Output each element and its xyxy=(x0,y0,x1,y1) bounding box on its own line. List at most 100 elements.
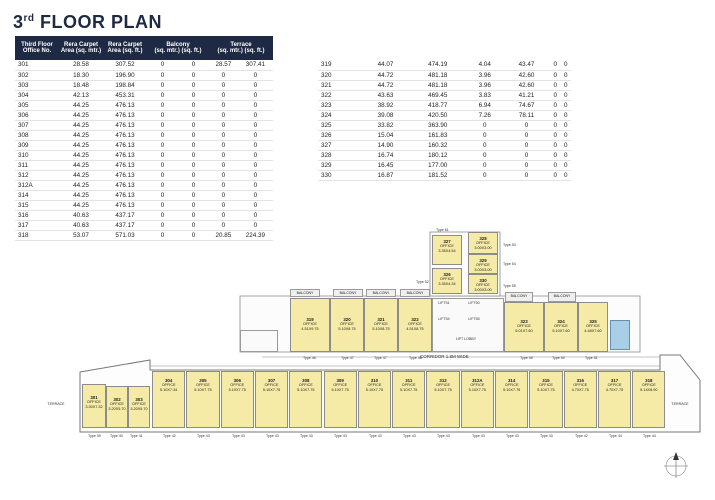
office-309[interactable]: 309 OFFICE 5.10X7.75 xyxy=(323,371,357,428)
type-label: Type 41 xyxy=(130,434,143,438)
area-value-cell: 44.72 xyxy=(362,70,409,81)
area-value-cell: 0 xyxy=(560,160,571,171)
area-value-cell: 0 xyxy=(147,160,178,171)
area-value-cell: 0 xyxy=(237,150,273,161)
office-302[interactable]: 302 OFFICE 3.20X5.70 xyxy=(106,386,128,428)
office-308[interactable]: 308 OFFICE 5.10X7.75 xyxy=(289,371,323,428)
area-value-cell: 44.25 xyxy=(59,190,103,201)
area-value-cell: 418.77 xyxy=(409,100,467,111)
area-value-cell: 180.12 xyxy=(409,150,467,161)
area-value-cell: 0 xyxy=(209,160,238,171)
office-317[interactable]: 317 OFFICE 4.70X7.75 xyxy=(597,371,632,428)
area-value-cell: 0 xyxy=(237,200,273,211)
office-303[interactable]: 303 OFFICE 3.20X5.70 xyxy=(128,386,150,428)
area-value-cell: 0 xyxy=(147,110,178,121)
type-label: Type 49 xyxy=(520,356,533,360)
office-number-cell: 325 xyxy=(318,120,362,131)
area-value-cell: 42.60 xyxy=(503,70,550,81)
table-row: 316 40.63 437.17 0 0 0 0 xyxy=(15,210,273,221)
area-value-cell: 0 xyxy=(560,130,571,141)
office-321[interactable]: 321 OFFICE 5.10X8.75 xyxy=(364,298,398,352)
office-311[interactable]: 311 OFFICE 5.10X7.75 xyxy=(392,371,426,428)
type-label: Type 53 xyxy=(503,243,516,247)
area-value-cell: 0 xyxy=(147,130,178,141)
office-323[interactable]: 323 OFFICE 5.01X7.60 xyxy=(504,302,544,352)
table-row: 326 15.04 161.83 0 0 0 0 xyxy=(318,130,571,141)
office-number-cell: 327 xyxy=(318,140,362,151)
office-325[interactable]: 325 OFFICE 4.48X7.60 xyxy=(578,302,608,352)
area-value-cell: 0 xyxy=(147,60,178,71)
area-value-cell: 420.50 xyxy=(409,110,467,121)
office-310[interactable]: 310 OFFICE 5.10X7.75 xyxy=(357,371,392,428)
office-319[interactable]: 319 OFFICE 4.51X9.75 xyxy=(290,298,330,352)
table-row: 327 14.90 160.32 0 0 0 0 xyxy=(318,140,571,151)
table-row: 321 44.72 481.18 3.96 42.60 0 0 xyxy=(318,80,571,91)
table-row: 322 43.63 469.45 3.83 41.21 0 0 xyxy=(318,90,571,101)
table-row: 302 18.30 196.90 0 0 0 0 xyxy=(15,70,273,81)
office-312A[interactable]: 312A OFFICE 5.10X7.75 xyxy=(460,371,494,428)
area-value-cell: 44.25 xyxy=(59,100,103,111)
office-327[interactable]: 327 OFFICE 3.35X4.54 xyxy=(432,235,462,265)
office-328[interactable]: 328 OFFICE 3.00X3.00 xyxy=(468,232,498,254)
area-value-cell: 0 xyxy=(209,180,238,191)
office-306[interactable]: 306 OFFICE 5.10X7.75 xyxy=(220,371,254,428)
office-329[interactable]: 329 OFFICE 3.00X3.00 xyxy=(468,254,498,274)
area-value-cell: 0 xyxy=(503,170,550,181)
service-area xyxy=(240,330,278,352)
office-314[interactable]: 314 OFFICE 5.10X7.75 xyxy=(495,371,529,428)
office-316[interactable]: 316 OFFICE 4.70X7.75 xyxy=(563,371,597,428)
table-row: 318 53.07 571.03 0 0 20.85 224.39 xyxy=(15,230,273,241)
area-value-cell: 0 xyxy=(560,100,571,111)
lift-label: LIFT54 xyxy=(438,317,450,321)
area-value-cell: 42.60 xyxy=(503,80,550,91)
office-315[interactable]: 315 OFFICE 5.10X7.75 xyxy=(529,371,563,428)
lift-label: LIFT55 xyxy=(468,317,480,321)
type-label: Type 54 xyxy=(503,262,516,266)
area-value-cell: 224.39 xyxy=(237,230,273,241)
office-312[interactable]: 312 OFFICE 5.10X7.75 xyxy=(426,371,460,428)
area-value-cell: 0 xyxy=(147,210,178,221)
area-value-cell: 0 xyxy=(209,90,238,101)
table-row: 303 18.48 198.84 0 0 0 0 xyxy=(15,80,273,91)
office-304[interactable]: 304 OFFICE 5.10X7.34 xyxy=(152,371,186,428)
area-value-cell: 0 xyxy=(237,120,273,131)
office-305[interactable]: 305 OFFICE 5.10X7.75 xyxy=(186,371,220,428)
table-row: 306 44.25 476.13 0 0 0 0 xyxy=(15,110,273,121)
area-value-cell: 0 xyxy=(178,210,209,221)
area-value-cell: 0 xyxy=(237,90,273,101)
type-label: Type 44 xyxy=(643,434,656,438)
area-value-cell: 0 xyxy=(237,80,273,91)
office-number-cell: 324 xyxy=(318,110,362,121)
office-number-cell: 314 xyxy=(15,190,59,201)
area-value-cell: 0 xyxy=(237,110,273,121)
area-value-cell: 0 xyxy=(147,70,178,81)
office-307[interactable]: 307 OFFICE 5.10X7.75 xyxy=(254,371,289,428)
office-324[interactable]: 324 OFFICE 5.10X7.60 xyxy=(544,302,578,352)
area-value-cell: 0 xyxy=(147,180,178,191)
area-value-cell: 0 xyxy=(550,130,561,141)
office-301[interactable]: 301 OFFICE 3.30X7.32 xyxy=(82,384,106,428)
office-number-cell: 318 xyxy=(15,230,59,241)
office-322[interactable]: 322 OFFICE 4.51X8.75 xyxy=(398,298,432,352)
office-number-cell: 301 xyxy=(15,60,59,71)
area-value-cell: 44.25 xyxy=(59,140,103,151)
table-row: 311 44.25 476.13 0 0 0 0 xyxy=(15,160,273,171)
area-value-cell: 481.18 xyxy=(409,80,467,91)
balcony-319: BALCONY xyxy=(290,289,320,297)
area-value-cell: 28.57 xyxy=(209,60,238,71)
area-value-cell: 476.13 xyxy=(103,180,147,191)
area-value-cell: 0 xyxy=(178,170,209,181)
area-value-cell: 0 xyxy=(147,90,178,101)
office-318[interactable]: 318 OFFICE 5.14X8.90 xyxy=(632,371,666,428)
type-label: Type 39 xyxy=(88,434,101,438)
office-320[interactable]: 320 OFFICE 5.10X8.75 xyxy=(330,298,364,352)
area-value-cell: 0 xyxy=(209,170,238,181)
office-326[interactable]: 326 OFFICE 3.35X4.34 xyxy=(432,268,462,294)
type-label: Type 48 xyxy=(409,356,422,360)
area-value-cell: 0 xyxy=(237,190,273,201)
office-number-cell: 323 xyxy=(318,100,362,111)
area-value-cell: 0 xyxy=(209,210,238,221)
area-value-cell: 469.45 xyxy=(409,90,467,101)
office-330[interactable]: 330 OFFICE 3.00X3.00 xyxy=(468,274,498,294)
area-value-cell: 476.13 xyxy=(103,120,147,131)
